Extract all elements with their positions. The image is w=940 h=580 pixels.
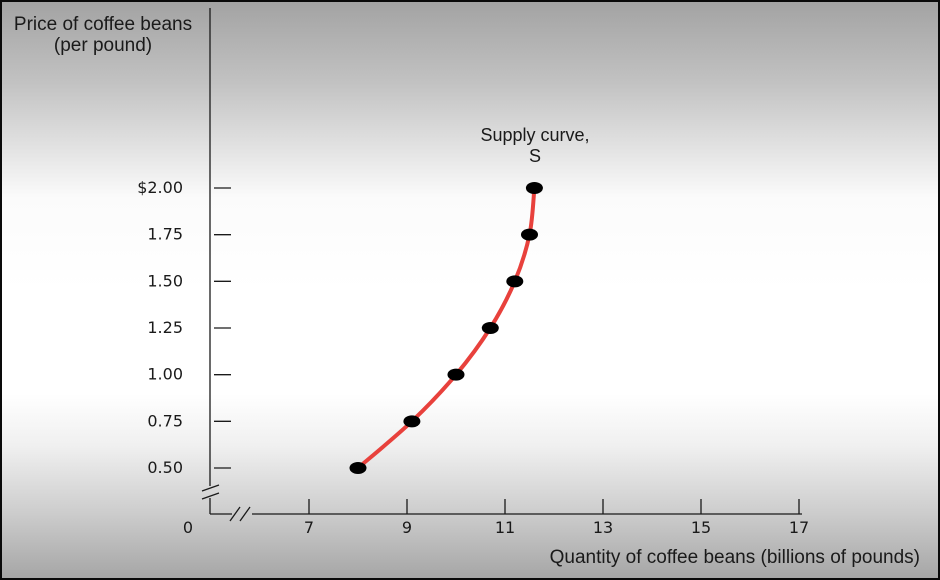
x-tick-label: 15 bbox=[691, 518, 711, 537]
supply-data-point bbox=[506, 275, 524, 288]
x-tick-label: 13 bbox=[593, 518, 613, 537]
x-tick-label: 17 bbox=[789, 518, 809, 537]
supply-data-point bbox=[447, 368, 465, 381]
x-axis-break-mark bbox=[229, 506, 241, 522]
supply-curve-line bbox=[356, 186, 537, 470]
x-axis-label: Quantity of coffee beans (billions of po… bbox=[549, 547, 920, 568]
y-tick-label: 0.75 bbox=[147, 411, 183, 430]
y-axis-break-mark bbox=[201, 484, 220, 492]
supply-data-point bbox=[481, 322, 499, 334]
y-tick-label: $2.00 bbox=[137, 178, 183, 197]
supply-curve-label: Supply curve, S bbox=[480, 125, 590, 166]
x-tick-label: 9 bbox=[402, 518, 412, 537]
x-tick-label: 11 bbox=[495, 518, 515, 537]
x-tick-label: 7 bbox=[304, 518, 314, 537]
supply-data-point bbox=[521, 228, 538, 241]
origin-label: 0 bbox=[183, 518, 193, 537]
y-tick-label: 1.00 bbox=[147, 365, 183, 384]
y-axis-break-mark bbox=[201, 492, 220, 500]
supply-data-point bbox=[403, 415, 421, 428]
y-tick-label: 1.25 bbox=[147, 318, 183, 337]
y-tick-label: 1.50 bbox=[147, 271, 183, 290]
y-tick-label: 0.50 bbox=[147, 458, 183, 477]
x-axis-break-mark bbox=[239, 506, 251, 522]
supply-data-point bbox=[349, 462, 367, 474]
supply-data-point bbox=[525, 182, 543, 194]
y-tick-label: 1.75 bbox=[147, 225, 183, 244]
y-axis-label: Price of coffee beans (per pound) bbox=[13, 14, 193, 56]
